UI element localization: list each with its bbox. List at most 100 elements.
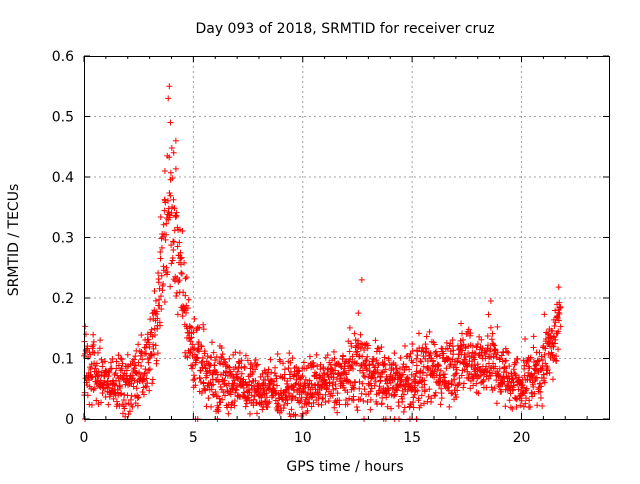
data-point (235, 365, 242, 372)
data-point (541, 375, 548, 382)
data-point (134, 402, 141, 409)
data-point (272, 364, 279, 371)
data-point (242, 352, 249, 359)
data-point (159, 233, 166, 240)
data-point (417, 402, 424, 409)
data-point (415, 330, 422, 337)
data-point (447, 361, 454, 368)
data-point (334, 390, 341, 397)
data-point (388, 405, 395, 412)
data-point (516, 374, 523, 381)
data-point (218, 344, 225, 351)
data-point (271, 370, 278, 377)
data-point (357, 396, 364, 403)
data-point (384, 403, 391, 410)
data-point (413, 362, 420, 369)
data-point (443, 339, 450, 346)
data-point (174, 243, 181, 250)
data-point (145, 336, 152, 343)
data-point (90, 338, 97, 345)
data-point (238, 357, 245, 364)
data-point (160, 281, 167, 287)
data-point (381, 360, 388, 367)
data-point (361, 386, 368, 393)
data-point (267, 356, 274, 363)
data-point (252, 356, 259, 363)
data-point (89, 349, 96, 356)
x-tick-label: 15 (403, 430, 421, 446)
data-point (168, 144, 175, 151)
data-point (272, 397, 279, 404)
data-point (498, 388, 505, 395)
data-point (410, 404, 417, 411)
data-point (119, 360, 126, 367)
data-point (231, 380, 238, 387)
data-point (415, 379, 422, 386)
data-point (143, 375, 150, 382)
data-point (545, 340, 552, 347)
data-point (188, 334, 195, 341)
data-point (515, 386, 522, 393)
data-point (209, 339, 216, 346)
data-point (460, 380, 467, 387)
data-point (188, 325, 195, 332)
data-point (142, 344, 149, 351)
data-point (467, 385, 474, 392)
data-point (212, 357, 219, 364)
data-point (518, 397, 525, 404)
data-point (225, 363, 232, 370)
data-point (487, 324, 494, 331)
data-point (94, 349, 101, 356)
data-point (197, 367, 204, 374)
data-point (474, 341, 481, 348)
data-point (115, 352, 122, 359)
data-point (401, 367, 408, 374)
data-point (233, 373, 240, 380)
data-point (201, 348, 208, 355)
data-point (168, 242, 175, 249)
data-point (373, 357, 380, 364)
data-point (318, 401, 325, 408)
data-point (170, 238, 177, 245)
y-tick-label: 0.5 (52, 110, 74, 126)
data-point (146, 343, 153, 350)
data-point (232, 349, 239, 356)
data-point (422, 341, 429, 348)
data-point (539, 402, 546, 409)
data-point (425, 393, 432, 400)
data-point (399, 395, 406, 402)
data-point (530, 383, 537, 390)
data-point (371, 374, 378, 381)
x-tick-label: 10 (294, 430, 312, 446)
data-point (406, 354, 413, 361)
data-point (330, 386, 337, 393)
data-point (147, 329, 154, 336)
data-point (300, 385, 307, 392)
data-point (128, 392, 135, 399)
data-point (392, 362, 399, 369)
data-point (166, 189, 173, 196)
data-point (506, 363, 513, 370)
data-point (275, 402, 282, 409)
data-point (517, 402, 524, 409)
data-point (193, 355, 200, 362)
data-point (375, 345, 382, 352)
data-point (100, 384, 107, 391)
data-point (533, 361, 540, 368)
data-point (449, 337, 456, 344)
data-point (458, 372, 465, 379)
data-point (346, 395, 353, 402)
data-point (84, 345, 91, 352)
data-point (520, 384, 527, 391)
data-point (117, 355, 124, 362)
data-point (370, 355, 377, 362)
data-point (169, 254, 176, 261)
data-point (281, 401, 288, 408)
data-point (273, 375, 280, 382)
data-point (328, 365, 335, 372)
data-point (274, 351, 281, 358)
data-point (152, 297, 159, 304)
data-point (522, 400, 529, 407)
data-point (418, 378, 425, 385)
